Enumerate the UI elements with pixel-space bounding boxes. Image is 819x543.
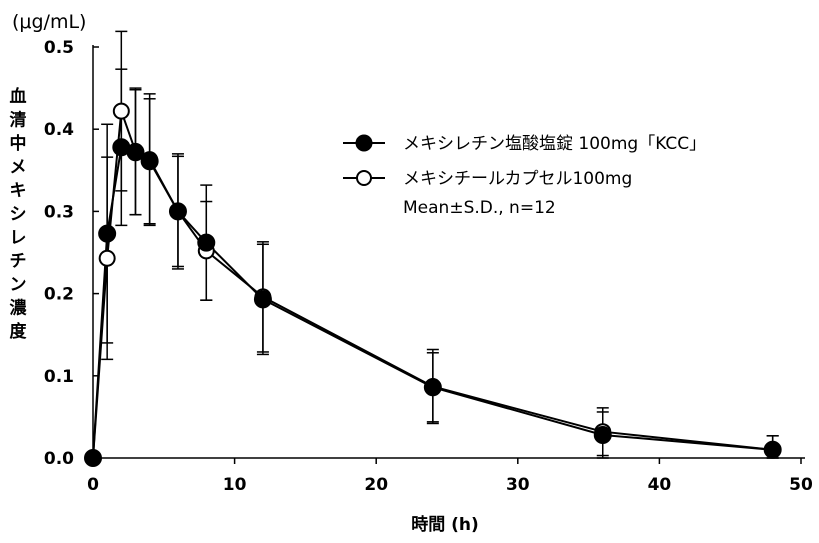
y-tick-label: 0.1 [44,367,74,387]
x-tick-label: 0 [87,475,99,495]
y-axis-title-char: メ [10,158,27,178]
x-tick-label: 10 [223,475,247,495]
data-point-filled [593,425,612,444]
y-axis-title-char: 濃 [10,298,28,319]
legend-label-2: メキシチールカプセル100mg [403,169,632,189]
y-tick-label: 0.3 [44,202,74,222]
series-markers [84,102,782,467]
y-tick-label: 0.0 [44,449,74,469]
y-axis-title-char: チ [10,252,27,272]
y-tick-label: 0.2 [44,285,74,305]
y-axis-title-char: ン [10,275,27,295]
legend-marker-1 [355,134,373,152]
x-tick-label: 20 [364,475,388,495]
y-tick-label: 0.5 [44,38,74,58]
x-axis-title: 時間 (h) [411,514,479,535]
y-axis-title-char: シ [10,205,27,225]
x-tick-label: 30 [506,475,530,495]
y-unit-label: (μg/mL) [12,11,86,33]
legend-note: Mean±S.D., n=12 [403,198,556,218]
data-point-filled [126,143,145,162]
y-axis-title-char: 清 [10,110,27,131]
y-tick-label: 0.4 [44,120,74,140]
legend: メキシレチン塩酸塩錠 100mg「KCC」メキシチールカプセル100mg Mean… [343,134,706,218]
data-point-filled [168,202,187,221]
x-tick-label: 50 [789,475,813,495]
x-tick-label: 40 [648,475,672,495]
y-axis-title-char: 血 [10,86,27,107]
y-axis-title-char: 中 [10,133,27,154]
data-point-filled [763,440,782,459]
y-axis-title-char: レ [10,228,27,248]
data-point-filled [140,152,159,171]
y-axis-title-char: 度 [10,321,28,342]
legend-marker-2 [356,170,372,186]
data-point-filled [98,224,117,243]
data-point-filled [84,449,102,467]
legend-label-1: メキシレチン塩酸塩錠 100mg「KCC」 [403,134,706,154]
data-point-filled [423,378,442,397]
data-point-open [112,102,130,120]
y-axis-title-char: キ [10,181,27,201]
data-point-filled [197,233,216,252]
data-point-open [98,249,116,267]
axes: 0 10 20 30 40 50 0.0 0.1 0.2 0.3 0.4 0.5 [44,38,813,495]
data-point-filled [253,290,272,309]
